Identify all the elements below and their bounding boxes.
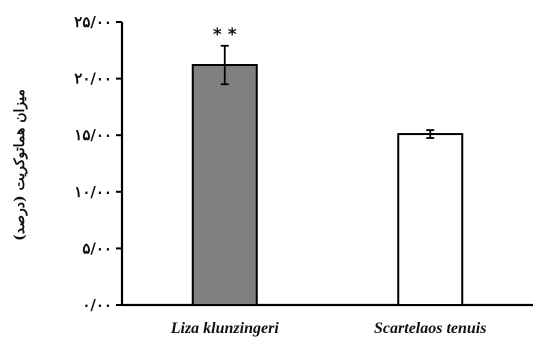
- x-category-label: Liza klunzingeri: [170, 320, 280, 337]
- bar-0: [191, 64, 258, 306]
- bar-1: [397, 133, 464, 306]
- y-tick-label: ۵/۰۰: [82, 239, 112, 257]
- y-tick-label: ۰/۰۰: [82, 296, 112, 314]
- x-category-label: Scartelaos tenuis: [374, 320, 486, 337]
- y-tick-label: ۲۰/۰۰: [74, 70, 112, 88]
- significance-marker: * *: [213, 25, 237, 45]
- y-tick-label: ۱۵/۰۰: [74, 126, 112, 144]
- y-axis-title: میزان هماتوکریت (درصد): [12, 89, 28, 241]
- plot-area: ۰/۰۰ ۵/۰۰ ۱۰/۰۰ ۱۵/۰۰ ۲۰/۰۰ ۲۵/۰۰ * * Liza klun…: [74, 13, 533, 337]
- y-tick-label: ۲۵/۰۰: [74, 13, 112, 31]
- y-tick-label: ۱۰/۰۰: [74, 183, 112, 201]
